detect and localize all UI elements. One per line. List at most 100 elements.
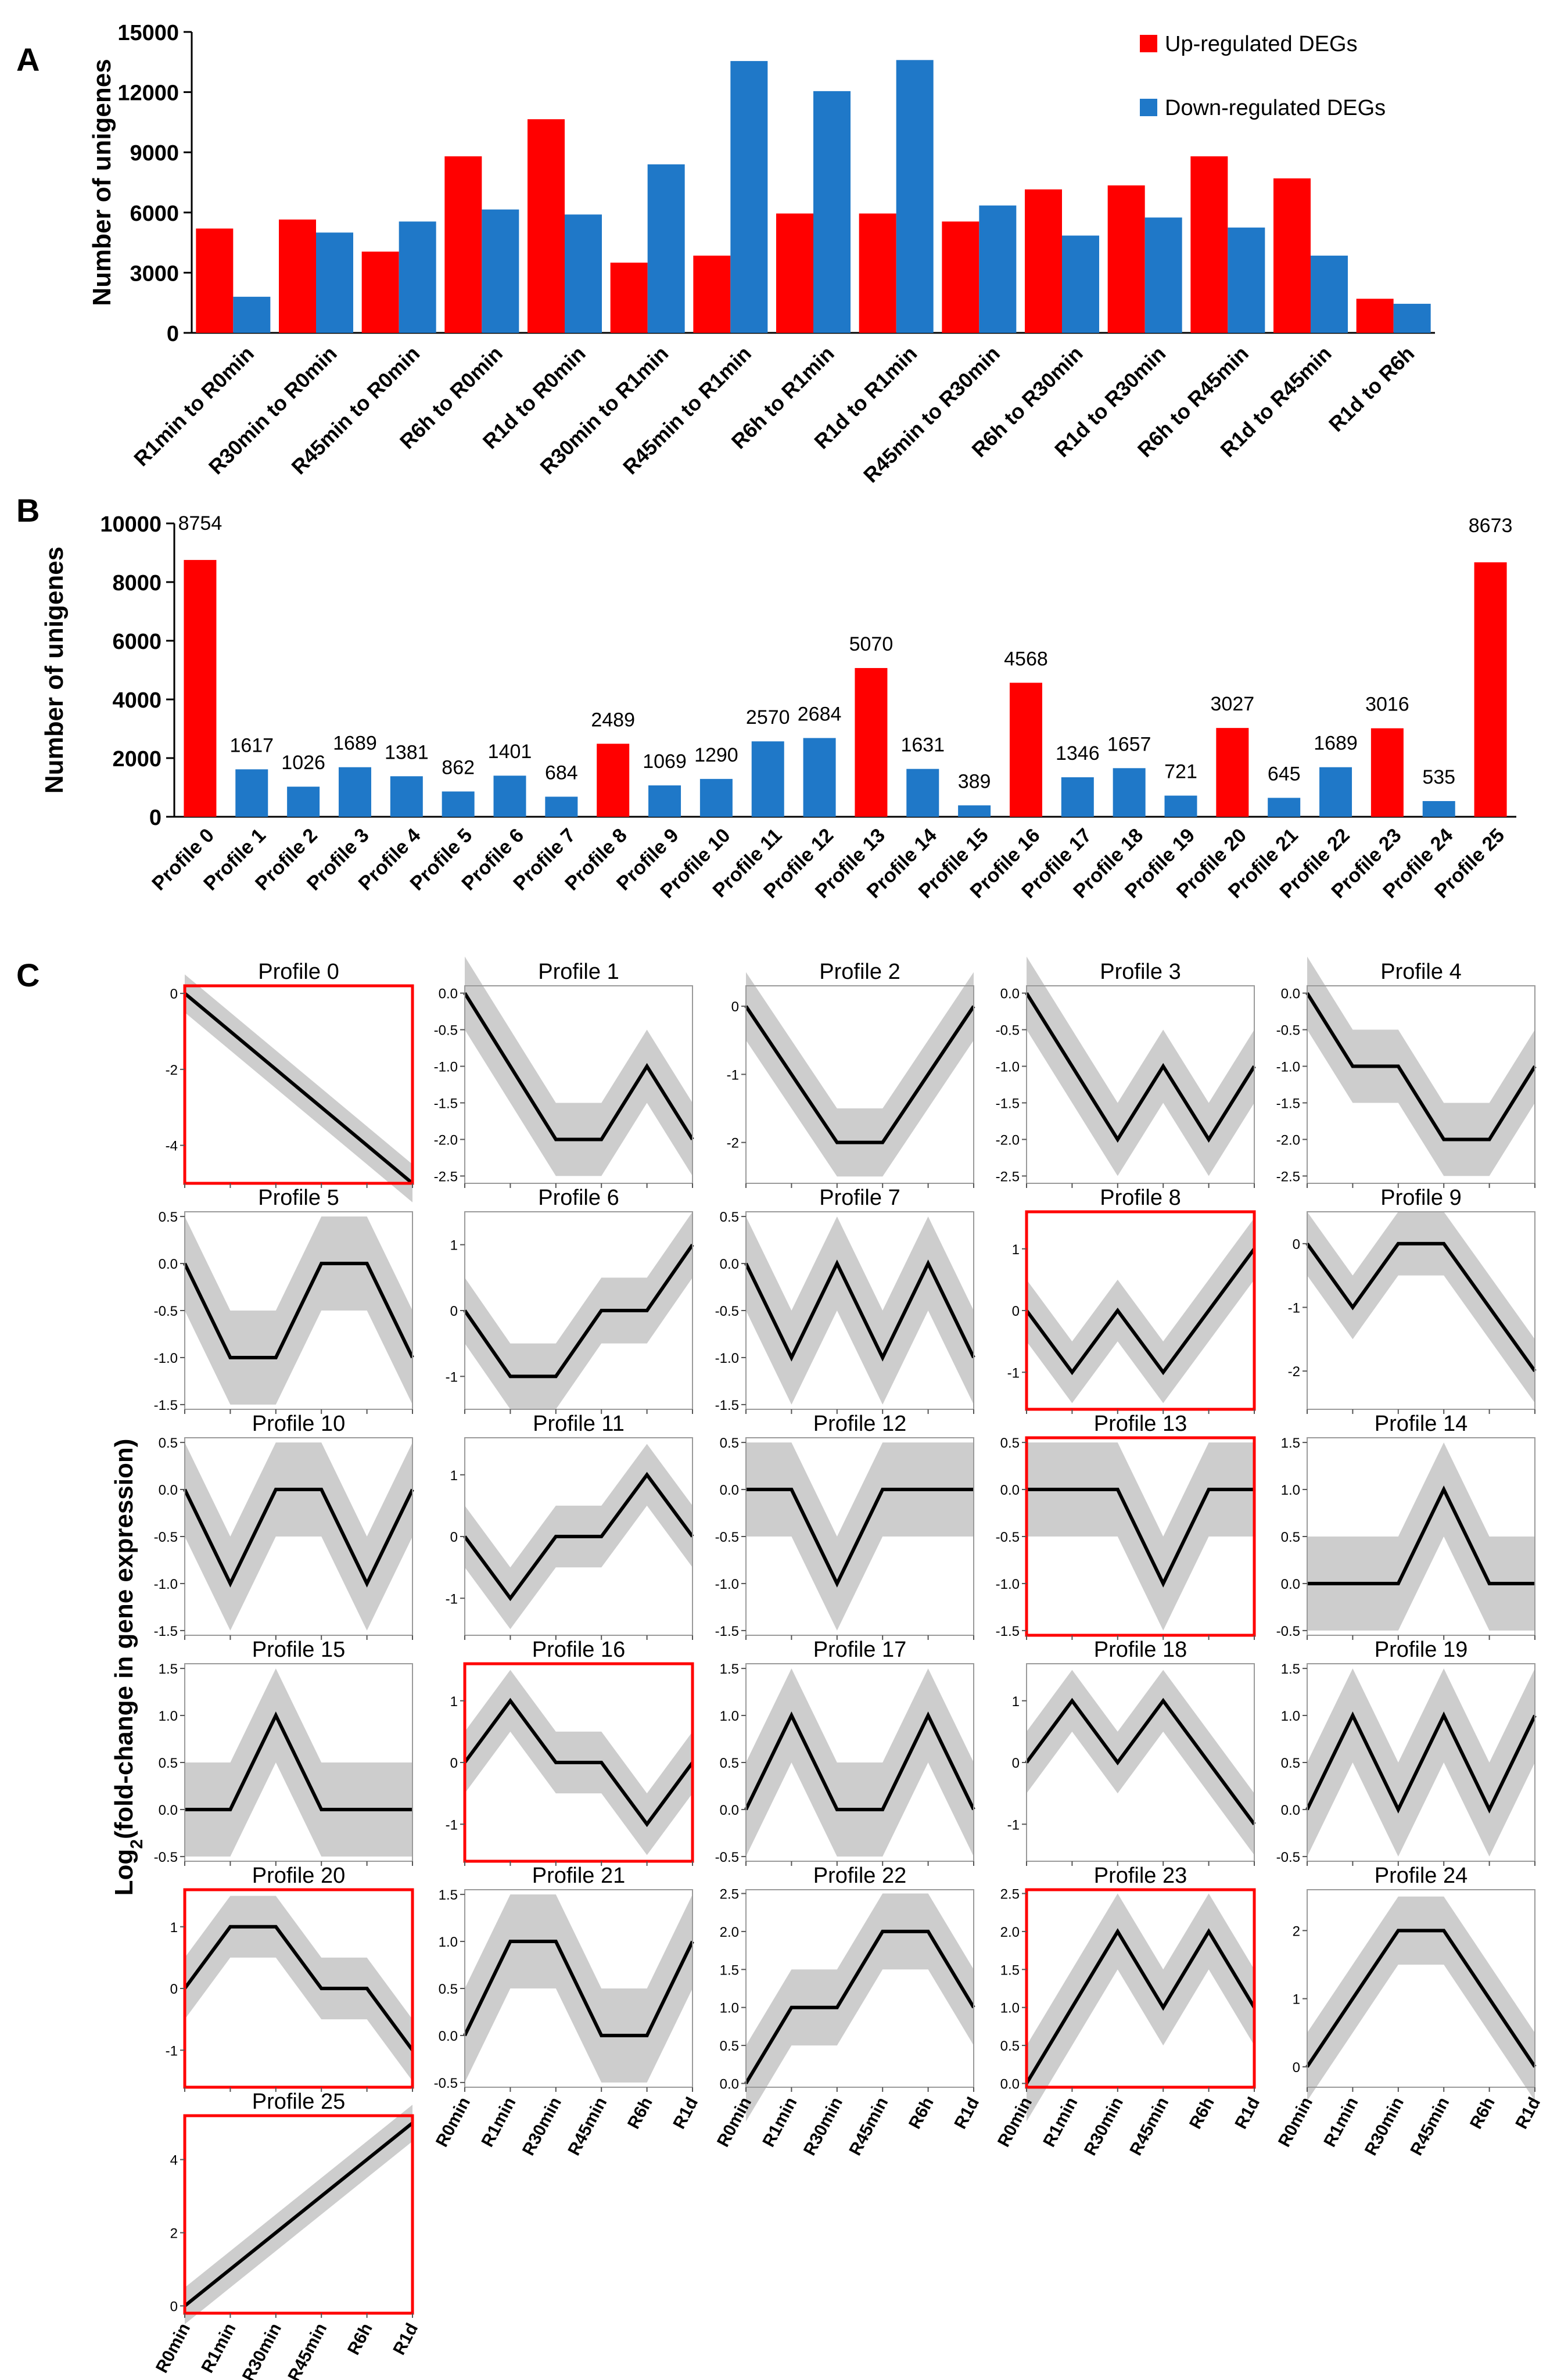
profile-panel-4: Profile 4 0.0 -0.5 -1.0 -1.5 -2.0 -2.5 bbox=[1276, 956, 1537, 1188]
profile-y-tick-label: 2.5 bbox=[1000, 1887, 1020, 1902]
profile-y-tick-label: -2.0 bbox=[1276, 1132, 1300, 1148]
profile-y-tick-label: -2 bbox=[727, 1136, 739, 1151]
profile-y-tick-label: -1 bbox=[727, 1067, 739, 1083]
profile-frame-23 bbox=[1025, 1888, 1256, 2089]
bar-up-regulated-degs-r1min-to-r0min bbox=[196, 228, 234, 333]
profile-y-tick-label: 0.0 bbox=[439, 986, 458, 1002]
bar-profile-22 bbox=[1319, 767, 1352, 817]
profile-line-24 bbox=[1305, 1929, 1537, 2068]
data-label-profile-22: 1689 bbox=[1314, 733, 1358, 755]
bar-down-regulated-degs-r6h-to-r45min bbox=[1228, 227, 1265, 333]
profile-title: Profile 0 bbox=[258, 960, 339, 984]
data-label-profile-6: 1401 bbox=[488, 741, 532, 763]
profile-y-tick-label: -1 bbox=[446, 1369, 458, 1385]
profile-y-tick-label: 1.0 bbox=[439, 1934, 458, 1950]
profile-line-8 bbox=[1025, 1247, 1256, 1376]
profile-line-4 bbox=[1305, 992, 1537, 1141]
bar-up-regulated-degs-r1d-to-r1min bbox=[859, 213, 896, 333]
profile-y-tick-label: -1.0 bbox=[996, 1060, 1020, 1075]
profile-band-24 bbox=[1307, 1896, 1535, 2101]
bar-up-regulated-degs-r1d-to-r45min bbox=[1273, 178, 1311, 333]
profile-y-tick-label: -1 bbox=[1007, 1365, 1020, 1381]
data-label-profile-14: 1631 bbox=[900, 734, 945, 756]
profile-panel-18: Profile 18 1 0 -1 bbox=[1007, 1638, 1256, 1866]
profile-band-6 bbox=[465, 1212, 693, 1409]
profile-y-tick-label: 0.5 bbox=[159, 1209, 178, 1225]
data-label-profile-13: 5070 bbox=[849, 633, 894, 655]
profile-y-tick-label: 2.0 bbox=[720, 1925, 739, 1940]
profile-y-tick-label: 0.0 bbox=[1000, 986, 1020, 1002]
profile-y-tick-label: 1 bbox=[450, 1468, 458, 1484]
bar-profile-7 bbox=[545, 796, 578, 817]
profile-y-tick-label: -1.5 bbox=[154, 1624, 178, 1639]
profile-y-tick-label: -2.5 bbox=[996, 1169, 1020, 1184]
profile-y-tick-label: 2.5 bbox=[720, 1887, 739, 1902]
profile-panel-10: Profile 10 0.5 0.0 -0.5 -1.0 -1.5 bbox=[154, 1412, 414, 1640]
profile-y-tick-label: -1.0 bbox=[715, 1577, 739, 1592]
profile-title: Profile 25 bbox=[252, 2090, 346, 2114]
y-tick-label: 9000 bbox=[130, 141, 179, 166]
profile-y-tick-label: 1 bbox=[170, 1920, 178, 1936]
profile-frame-1 bbox=[464, 985, 693, 1184]
bar-down-regulated-degs-r1min-to-r0min bbox=[233, 296, 271, 333]
profile-frame-2 bbox=[745, 985, 974, 1184]
profile-y-tick-label: 0 bbox=[170, 986, 178, 1002]
profile-y-tick-label: -1.0 bbox=[715, 1351, 739, 1366]
profile-panel-0: Profile 0 0 -2 -4 bbox=[166, 960, 414, 1202]
profile-line-1 bbox=[463, 992, 694, 1141]
profile-title: Profile 16 bbox=[532, 1638, 626, 1662]
data-label-profile-23: 3016 bbox=[1365, 694, 1409, 716]
bar-profile-20 bbox=[1216, 728, 1249, 817]
profile-y-tick-label: 0.5 bbox=[159, 1756, 178, 1771]
profile-line-21 bbox=[463, 1940, 694, 2037]
profile-y-tick-label: -0.5 bbox=[154, 1530, 178, 1545]
bar-down-regulated-degs-r1d-to-r1min bbox=[896, 60, 934, 333]
profile-y-tick-label: 1 bbox=[450, 1238, 458, 1254]
profile-band-17 bbox=[746, 1668, 974, 1857]
y-tick-label: 2000 bbox=[112, 747, 162, 771]
bar-profile-8 bbox=[597, 744, 630, 817]
profile-line-18 bbox=[1025, 1697, 1256, 1826]
profile-y-tick-label: 1.0 bbox=[159, 1708, 178, 1724]
profile-band-9 bbox=[1307, 1212, 1535, 1403]
profile-y-tick-label: 0 bbox=[1293, 1237, 1300, 1252]
bar-profile-12 bbox=[803, 738, 836, 817]
profile-line-5 bbox=[183, 1262, 414, 1359]
profile-title: Profile 2 bbox=[819, 960, 900, 984]
profile-title: Profile 12 bbox=[813, 1412, 907, 1436]
profile-line-17 bbox=[744, 1711, 975, 1811]
bar-profile-5 bbox=[442, 791, 475, 817]
data-label-profile-18: 1657 bbox=[1107, 733, 1151, 755]
bar-up-regulated-degs-r6h-to-r45min bbox=[1190, 156, 1228, 333]
profile-y-tick-label: -1 bbox=[166, 2043, 178, 2059]
profile-y-tick-label: -1.0 bbox=[1276, 1060, 1300, 1075]
data-label-profile-2: 1026 bbox=[281, 752, 325, 774]
profile-y-tick-label: -1.0 bbox=[154, 1577, 178, 1592]
bar-up-regulated-degs-r1d-to-r30min bbox=[1107, 185, 1145, 333]
profile-y-tick-label: 0.0 bbox=[1000, 2076, 1020, 2092]
profile-y-tick-label: -0.5 bbox=[154, 1850, 178, 1865]
profile-y-tick-label: 0.5 bbox=[159, 1435, 178, 1451]
profile-title: Profile 6 bbox=[538, 1186, 619, 1210]
profile-frame-3 bbox=[1026, 985, 1255, 1184]
profile-panel-16: Profile 16 1 0 -1 bbox=[446, 1638, 694, 1866]
bar-profile-0 bbox=[184, 559, 217, 817]
profile-y-tick-label: -0.5 bbox=[434, 2076, 458, 2091]
profile-y-tick-label: 4 bbox=[170, 2153, 178, 2169]
y-tick-label: 12000 bbox=[117, 81, 179, 106]
profile-y-tick-label: 0 bbox=[170, 2299, 178, 2314]
bar-profile-16 bbox=[1009, 683, 1042, 817]
profile-title: Profile 1 bbox=[538, 960, 619, 984]
profile-y-tick-label: 0.5 bbox=[1281, 1756, 1300, 1771]
profile-title: Profile 5 bbox=[258, 1186, 339, 1210]
profile-y-tick-label: 1.5 bbox=[439, 1887, 458, 1903]
bar-down-regulated-degs-r1d-to-r0min bbox=[565, 214, 602, 333]
profile-panel-17: Profile 17 1.5 1.0 0.5 0.0 -0.5 bbox=[715, 1638, 975, 1866]
profile-line-15 bbox=[185, 1711, 412, 1811]
profile-frame-0 bbox=[183, 984, 414, 1185]
bar-up-regulated-degs-r30min-to-r1min bbox=[610, 263, 648, 333]
profile-y-tick-label: 1.5 bbox=[1281, 1435, 1300, 1451]
profile-title: Profile 13 bbox=[1094, 1412, 1187, 1436]
profile-line-7 bbox=[744, 1259, 975, 1362]
